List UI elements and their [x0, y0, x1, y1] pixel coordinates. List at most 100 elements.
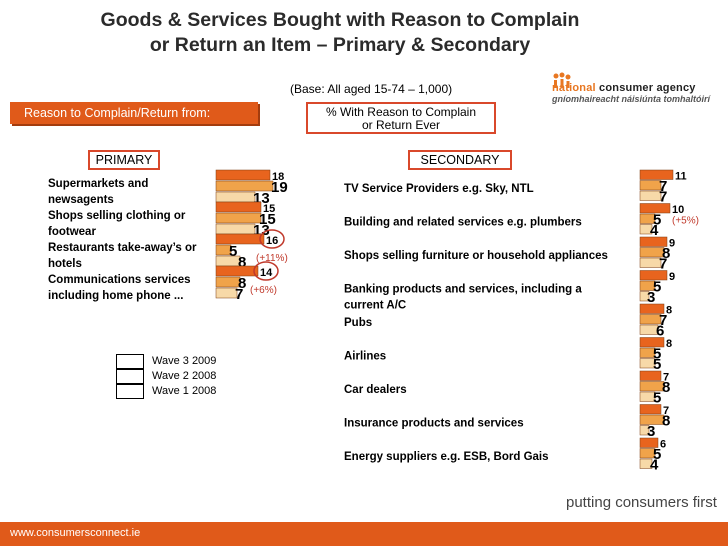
- data-label: 7: [663, 372, 669, 384]
- bar-wave-1-2008: [639, 291, 650, 302]
- bar-wave-1-2008: [215, 287, 238, 299]
- footer-bar: [0, 522, 728, 546]
- bar-wave-2-2008: [639, 180, 662, 191]
- category-label: Banking products and services, including…: [344, 284, 582, 296]
- primary-section-label: PRIMARY: [88, 150, 160, 170]
- data-label: 18: [272, 171, 284, 183]
- data-label: 5: [229, 243, 237, 260]
- data-label: 7: [659, 312, 667, 329]
- data-label: 8: [662, 379, 670, 396]
- category-label: Shops selling clothing or: [48, 210, 186, 222]
- percent-box: % With Reason to Complain or Return Ever: [306, 102, 496, 134]
- bar-wave-2-2008: [639, 280, 656, 291]
- category-label: Supermarkets and: [48, 178, 148, 190]
- bar-wave-3-2009: [639, 337, 665, 348]
- bar-wave-2-2008: [215, 180, 274, 192]
- secondary-section-label: SECONDARY: [408, 150, 512, 170]
- bar-wave-2-2008: [639, 247, 665, 258]
- reason-banner: Reason to Complain/Return from:: [10, 102, 258, 124]
- highlight-circle: [259, 229, 285, 249]
- data-label: 4: [650, 457, 659, 474]
- bar-wave-1-2008: [639, 358, 656, 369]
- data-label: 7: [659, 189, 667, 206]
- bar-wave-3-2009: [639, 236, 668, 247]
- title-line-1: Goods & Services Bought with Reason to C…: [100, 9, 580, 31]
- bar-wave-2-2008: [215, 276, 241, 288]
- bar-wave-1-2008: [639, 324, 659, 335]
- legend-label: Wave 2 2008: [152, 370, 217, 382]
- data-label: 4: [650, 222, 659, 239]
- logo-text-part2: consumer agency: [599, 82, 696, 94]
- percent-box-line-1: % With Reason to Complain: [325, 105, 477, 119]
- change-annotation: (+11%): [256, 253, 288, 264]
- title-line-2: or Return an Item – Primary & Secondary: [149, 34, 531, 56]
- data-label: 8: [662, 245, 670, 262]
- legend-item-wave3: Wave 3 2009: [116, 354, 236, 370]
- data-label: 9: [669, 271, 675, 283]
- data-label: 9: [669, 238, 675, 250]
- bar-wave-2-2008: [639, 314, 662, 325]
- legend-item-wave1: Wave 1 2008: [116, 384, 236, 400]
- data-label: 5: [653, 356, 661, 373]
- data-label: 8: [666, 305, 672, 317]
- data-label: 6: [660, 439, 666, 451]
- bar-wave-3-2009: [639, 437, 659, 448]
- category-label: Communications services: [48, 274, 191, 286]
- data-label: 7: [663, 405, 669, 417]
- logo-subtext: gníomhaireacht náisiúnta tomhaltóirí: [552, 94, 711, 104]
- bar-wave-3-2009: [639, 370, 662, 381]
- bar-wave-2-2008: [639, 381, 665, 392]
- bar-wave-2-2008: [639, 414, 665, 425]
- bar-wave-2-2008: [639, 347, 656, 358]
- data-label: 5: [653, 279, 661, 296]
- data-label: 3: [647, 289, 655, 306]
- bar-wave-3-2009: [215, 169, 271, 181]
- bar-wave-3-2009: [639, 270, 668, 281]
- bar-wave-1-2008: [639, 425, 650, 436]
- bar-wave-3-2009: [639, 303, 665, 314]
- category-label: Shops selling furniture or household app…: [344, 250, 608, 262]
- data-label: 14: [260, 267, 273, 279]
- data-label: 11: [675, 171, 687, 183]
- data-label: 15: [263, 203, 275, 215]
- legend-label: Wave 1 2008: [152, 385, 217, 397]
- category-label: Building and related services e.g. plumb…: [344, 217, 582, 229]
- legend-item-wave2: Wave 2 2008: [116, 369, 236, 385]
- category-label: Energy suppliers e.g. ESB, Bord Gais: [344, 451, 549, 463]
- bar-wave-1-2008: [215, 223, 256, 235]
- data-label: 5: [653, 390, 661, 407]
- category-label: Insurance products and services: [344, 418, 524, 430]
- bar-wave-3-2009: [215, 265, 259, 277]
- bar-wave-1-2008: [215, 255, 241, 267]
- percent-box-line-2: or Return Ever: [361, 118, 441, 132]
- data-label: 5: [653, 346, 661, 363]
- bar-wave-1-2008: [639, 190, 662, 201]
- data-label: 6: [656, 323, 664, 340]
- category-label-line2: including home phone ...: [48, 290, 183, 302]
- page-title: Goods & Services Bought with Reason to C…: [20, 8, 660, 58]
- data-label: 3: [647, 423, 655, 440]
- data-label: 5: [653, 446, 661, 463]
- legend-swatch: [116, 384, 144, 399]
- category-label-line2: footwear: [48, 226, 96, 238]
- agency-logo: national consumer agency gníomhaireacht …: [552, 72, 722, 104]
- data-label: 8: [238, 275, 246, 292]
- category-label-line2: current A/C: [344, 300, 406, 312]
- bar-wave-2-2008: [639, 448, 656, 459]
- legend-swatch: [116, 354, 144, 369]
- bar-wave-1-2008: [639, 224, 653, 235]
- data-label: 7: [235, 286, 243, 303]
- data-label: 7: [659, 178, 667, 195]
- data-label: 5: [653, 212, 661, 229]
- category-label: Restaurants take-away’s or: [48, 242, 197, 254]
- data-label: 8: [238, 254, 246, 271]
- category-label-line2: newsagents: [48, 194, 114, 206]
- bar-wave-3-2009: [639, 203, 671, 214]
- category-label: Airlines: [344, 351, 386, 363]
- data-label: 15: [259, 211, 276, 228]
- data-label: 19: [271, 179, 288, 196]
- data-label: 8: [662, 413, 670, 430]
- legend-label: Wave 3 2009: [152, 355, 217, 367]
- data-label: 8: [666, 338, 672, 350]
